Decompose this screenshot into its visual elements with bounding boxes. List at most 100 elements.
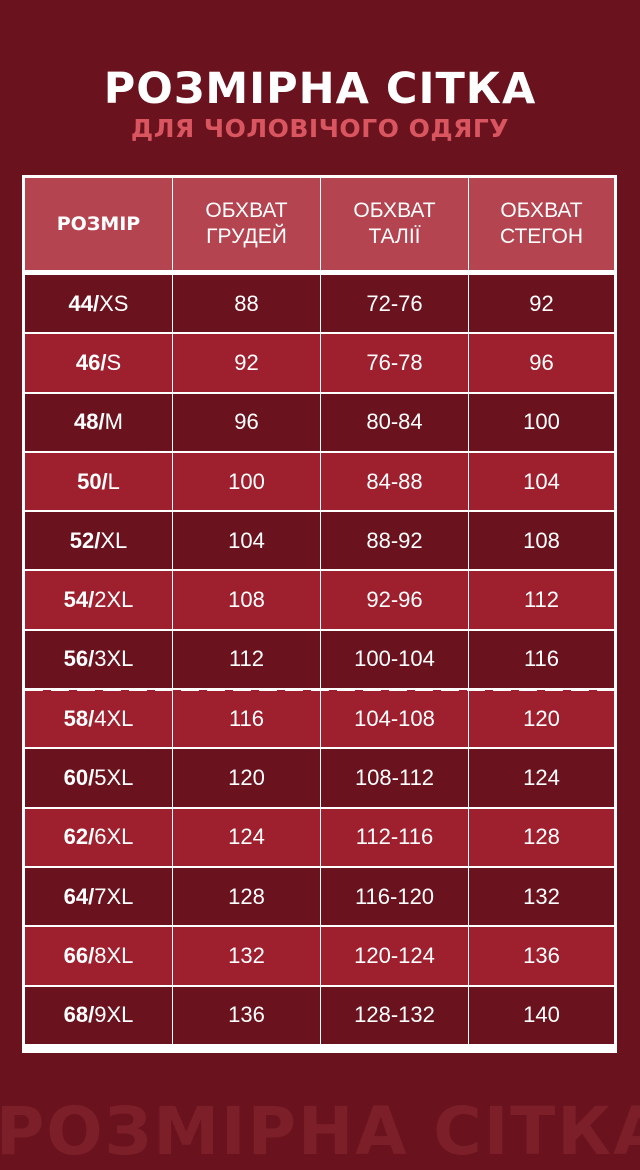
table-row: 44/XS 88 72-76 92 <box>25 275 614 333</box>
header-waist: ОБХВАТ ТАЛІЇ <box>321 178 468 270</box>
cell-waist: 100-104 <box>321 630 468 689</box>
cell-waist: 108-112 <box>321 749 468 807</box>
cell-hips: 100 <box>469 393 614 451</box>
cell-chest: 128 <box>173 867 320 926</box>
cell-hips: 112 <box>469 571 614 629</box>
cell-size: 58/4XL <box>25 690 172 748</box>
cell-waist: 128-132 <box>321 986 468 1044</box>
size-letter: 9XL <box>94 1002 134 1028</box>
size-number: 66/ <box>63 942 95 968</box>
table-row: 54/2XL 108 92-96 112 <box>25 571 614 629</box>
cell-hips: 92 <box>469 275 614 333</box>
size-number: 56/ <box>63 646 95 672</box>
cell-hips: 96 <box>469 334 614 392</box>
size-number: 46/ <box>75 349 107 375</box>
cell-hips: 128 <box>469 808 614 866</box>
size-letter: 4XL <box>94 705 134 731</box>
cell-size: 44/XS <box>25 275 172 333</box>
cell-hips: 104 <box>469 452 614 511</box>
cell-chest: 112 <box>173 630 320 689</box>
cell-hips: 124 <box>469 749 614 807</box>
size-table: РОЗМІР ОБХВАТ ГРУДЕЙ ОБХВАТ ТАЛІЇ ОБХВАТ… <box>22 175 617 1053</box>
cell-size: 50/L <box>25 452 172 511</box>
size-number: 48/ <box>74 409 105 435</box>
size-letter: XL <box>100 527 128 553</box>
header-hips: ОБХВАТ СТЕГОН <box>469 178 614 270</box>
table-row: 48/M 96 80-84 100 <box>25 393 614 451</box>
cell-size: 68/9XL <box>25 986 172 1044</box>
size-number: 64/ <box>63 883 95 909</box>
cell-size: 64/7XL <box>25 867 172 926</box>
table-header: РОЗМІР ОБХВАТ ГРУДЕЙ ОБХВАТ ТАЛІЇ ОБХВАТ… <box>25 178 614 270</box>
size-letter: 7XL <box>94 883 134 909</box>
table-row: 64/7XL 128 116-120 132 <box>25 867 614 926</box>
cell-chest: 108 <box>173 571 320 629</box>
cell-size: 62/6XL <box>25 808 172 866</box>
cell-chest: 88 <box>173 275 320 333</box>
cell-chest: 96 <box>173 393 320 451</box>
cell-chest: 92 <box>173 334 320 392</box>
cell-hips: 108 <box>469 512 614 570</box>
size-number: 52/ <box>69 527 101 553</box>
size-number: 54/ <box>63 587 95 613</box>
table-row: 50/L 100 84-88 104 <box>25 452 614 511</box>
size-number: 60/ <box>63 765 95 791</box>
cell-hips: 120 <box>469 690 614 748</box>
header-size: РОЗМІР <box>25 178 172 270</box>
size-number: 50/ <box>77 468 108 494</box>
cell-waist: 104-108 <box>321 690 468 748</box>
cell-waist: 120-124 <box>321 927 468 985</box>
cell-chest: 124 <box>173 808 320 866</box>
cell-chest: 136 <box>173 986 320 1044</box>
cell-waist: 88-92 <box>321 512 468 570</box>
watermark: РОЗМІРНА СІТКА <box>0 1093 640 1170</box>
table-row: 46/S 92 76-78 96 <box>25 334 614 392</box>
cell-size: 56/3XL <box>25 630 172 689</box>
size-letter: L <box>107 468 120 494</box>
table-row: 62/6XL 124 112-116 128 <box>25 808 614 866</box>
cell-waist: 112-116 <box>321 808 468 866</box>
size-letter: XS <box>99 290 129 316</box>
cell-size: 60/5XL <box>25 749 172 807</box>
size-number: 58/ <box>63 705 95 731</box>
size-letter: 6XL <box>94 824 134 850</box>
cell-size: 46/S <box>25 334 172 392</box>
table-row: 60/5XL 120 108-112 124 <box>25 749 614 807</box>
size-number: 44/ <box>68 290 100 316</box>
cell-waist: 76-78 <box>321 334 468 392</box>
size-letter: 5XL <box>94 765 134 791</box>
cell-size: 66/8XL <box>25 927 172 985</box>
page-subtitle: ДЛЯ ЧОЛОВІЧОГО ОДЯГУ <box>130 114 510 143</box>
cell-waist: 80-84 <box>321 393 468 451</box>
cell-chest: 104 <box>173 512 320 570</box>
size-letter: 8XL <box>94 942 134 968</box>
cell-waist: 84-88 <box>321 452 468 511</box>
dashed-divider <box>25 688 614 692</box>
table-row: 66/8XL 132 120-124 136 <box>25 927 614 985</box>
size-letter: M <box>104 409 123 435</box>
table-row: 58/4XL 116 104-108 120 <box>25 688 614 748</box>
size-letter: 2XL <box>94 587 134 613</box>
cell-size: 54/2XL <box>25 571 172 629</box>
cell-hips: 116 <box>469 630 614 689</box>
size-letter: 3XL <box>94 646 134 672</box>
table-body: 44/XS 88 72-76 92 46/S 92 76-78 96 48/M 96 80-84 10… <box>25 275 614 1044</box>
header-chest: ОБХВАТ ГРУДЕЙ <box>173 178 320 270</box>
cell-chest: 100 <box>173 452 320 511</box>
cell-chest: 120 <box>173 749 320 807</box>
cell-size: 52/XL <box>25 512 172 570</box>
page-title: РОЗМІРНА СІТКА <box>103 64 537 114</box>
cell-chest: 132 <box>173 927 320 985</box>
cell-size: 48/M <box>25 393 172 451</box>
table-row: 56/3XL 112 100-104 116 <box>25 630 614 689</box>
table-row: 68/9XL 136 128-132 140 <box>25 986 614 1044</box>
table-row: 52/XL 104 88-92 108 <box>25 512 614 570</box>
cell-waist: 116-120 <box>321 867 468 926</box>
cell-waist: 72-76 <box>321 275 468 333</box>
size-number: 62/ <box>63 824 95 850</box>
size-letter: S <box>106 349 122 375</box>
cell-hips: 140 <box>469 986 614 1044</box>
cell-hips: 136 <box>469 927 614 985</box>
cell-hips: 132 <box>469 867 614 926</box>
cell-chest: 116 <box>173 690 320 748</box>
